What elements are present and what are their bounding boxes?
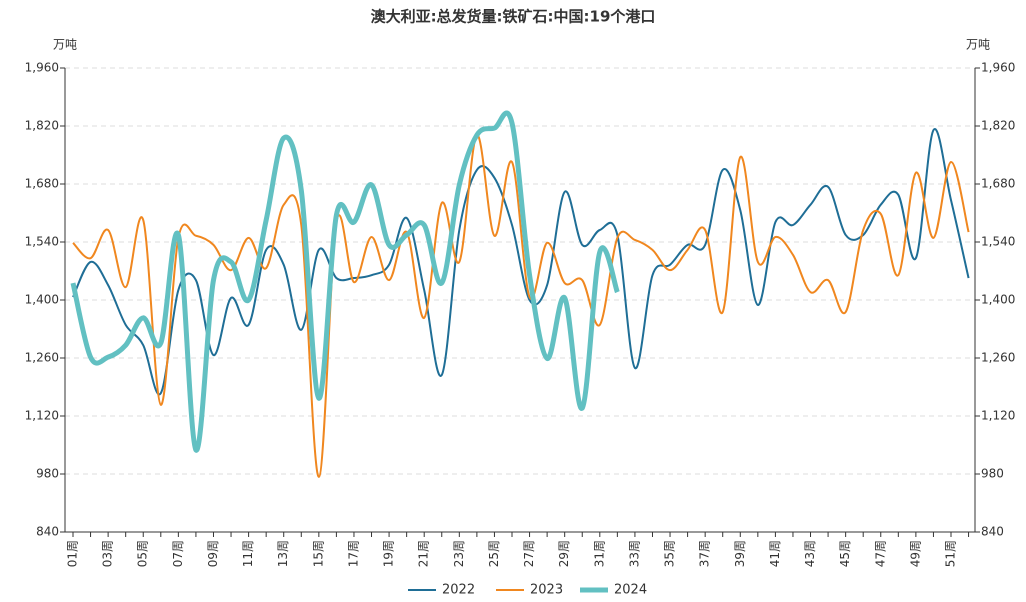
y2-tick-label: 1,820 — [981, 119, 1015, 133]
x-tick-label: 49周 — [908, 540, 922, 567]
x-tick-label: 31周 — [592, 540, 606, 567]
legend-label: 2022 — [442, 583, 475, 598]
line-series — [70, 110, 620, 453]
x-tick-label: 43周 — [803, 540, 817, 567]
x-tick-label: 09周 — [206, 540, 220, 567]
y-tick-label: 980 — [36, 467, 59, 481]
y2-tick-label: 1,120 — [981, 409, 1015, 423]
x-tick-label: 33周 — [627, 540, 641, 567]
x-tick-label: 35周 — [663, 540, 677, 567]
y2-axis-label: 万吨 — [966, 38, 990, 52]
y2-tick-label: 980 — [981, 467, 1004, 481]
y-axis-label: 万吨 — [53, 38, 77, 52]
x-tick-label: 39周 — [733, 540, 747, 567]
y-tick-label: 1,120 — [25, 409, 59, 423]
y-tick-label: 1,260 — [25, 351, 59, 365]
legend-label: 2024 — [614, 583, 647, 598]
y-tick-label: 1,680 — [25, 177, 59, 191]
y-tick-label: 1,540 — [25, 235, 59, 249]
x-tick-label: 15周 — [311, 540, 325, 567]
x-tick-label: 37周 — [698, 540, 712, 567]
x-tick-label: 01周 — [66, 540, 80, 567]
line-series — [72, 128, 970, 396]
x-tick-label: 27周 — [522, 540, 536, 567]
y2-tick-label: 840 — [981, 525, 1004, 539]
x-tick-label: 03周 — [101, 540, 115, 567]
legend-label: 2023 — [530, 583, 563, 598]
x-tick-label: 13周 — [276, 540, 290, 567]
x-tick-label: 23周 — [452, 540, 466, 567]
y-tick-label: 1,820 — [25, 119, 59, 133]
x-tick-label: 07周 — [171, 540, 185, 567]
x-tick-label: 05周 — [136, 540, 150, 567]
x-tick-label: 25周 — [487, 540, 501, 567]
x-tick-label: 47周 — [873, 540, 887, 567]
x-tick-label: 19周 — [382, 540, 396, 567]
y2-tick-label: 1,680 — [981, 177, 1015, 191]
x-tick-label: 29周 — [557, 540, 571, 567]
x-tick-label: 45周 — [838, 540, 852, 567]
x-tick-label: 21周 — [417, 540, 431, 567]
y2-tick-label: 1,400 — [981, 293, 1015, 307]
y-tick-label: 1,960 — [25, 61, 59, 75]
y-tick-label: 840 — [36, 525, 59, 539]
x-tick-label: 51周 — [944, 540, 958, 567]
y2-tick-label: 1,260 — [981, 351, 1015, 365]
y-tick-label: 1,400 — [25, 293, 59, 307]
y2-tick-label: 1,540 — [981, 235, 1015, 249]
x-tick-label: 17周 — [346, 540, 360, 567]
y2-tick-label: 1,960 — [981, 61, 1015, 75]
x-tick-label: 11周 — [241, 540, 255, 567]
chart-title: 澳大利亚:总发货量:铁矿石:中国:19个港口 — [371, 8, 656, 26]
x-tick-label: 41周 — [768, 540, 782, 567]
